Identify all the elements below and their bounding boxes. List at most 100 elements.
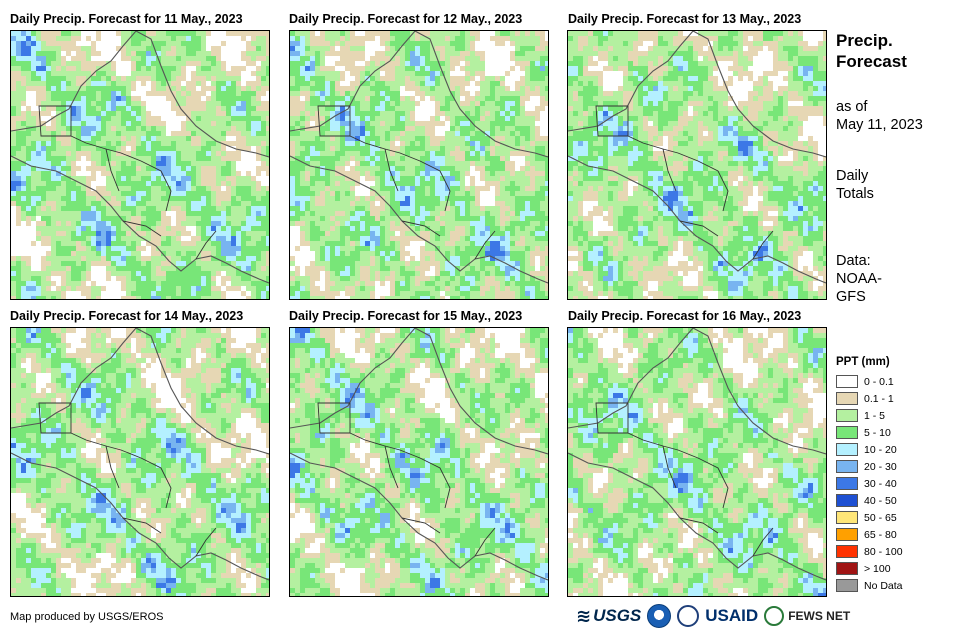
precip-cell — [121, 126, 126, 131]
precip-cell — [71, 71, 76, 76]
precip-cell — [530, 136, 535, 141]
precip-cell — [111, 196, 116, 201]
precip-cell — [455, 116, 460, 121]
precip-cell — [320, 221, 325, 226]
precip-cell — [81, 236, 86, 241]
precip-cell — [420, 186, 425, 191]
precip-cell — [320, 201, 325, 206]
precip-cell — [236, 216, 241, 221]
precip-cell — [315, 86, 320, 91]
precip-cell — [530, 176, 535, 181]
precip-cell — [525, 71, 530, 76]
precip-cell — [515, 211, 520, 216]
precip-cell — [470, 46, 475, 51]
precip-cell — [266, 236, 269, 241]
precip-cell — [76, 61, 81, 66]
precip-cell — [345, 51, 350, 56]
precip-cell — [31, 256, 36, 261]
forecast-map-1[interactable] — [10, 30, 270, 300]
precip-cell — [46, 266, 51, 271]
precip-cell — [385, 206, 390, 211]
precip-cell — [256, 66, 261, 71]
precip-cell — [415, 236, 420, 241]
precip-cell — [26, 51, 31, 56]
precip-cell — [460, 226, 465, 231]
precip-cell — [186, 126, 191, 131]
precip-cell — [116, 106, 121, 111]
precip-cell — [136, 231, 141, 236]
precip-cell — [176, 56, 181, 61]
precip-cell — [410, 116, 415, 121]
precip-cell — [136, 251, 141, 256]
precip-cell — [36, 91, 41, 96]
precip-cell — [256, 261, 261, 266]
precip-cell — [111, 116, 116, 121]
precip-cell — [355, 116, 360, 121]
precip-cell — [445, 191, 450, 196]
precip-cell — [385, 71, 390, 76]
precip-cell — [460, 36, 465, 41]
precip-cell — [86, 121, 91, 126]
precip-cell — [71, 66, 76, 71]
precip-cell — [465, 151, 470, 156]
precip-cell — [231, 151, 236, 156]
precip-cell — [96, 91, 101, 96]
precip-cell — [161, 251, 166, 256]
precip-cell — [226, 206, 231, 211]
precip-cell — [405, 61, 410, 66]
precip-cell — [136, 271, 141, 276]
precip-cell — [535, 126, 540, 131]
precip-cell — [385, 126, 390, 131]
precip-cell — [460, 206, 465, 211]
precip-cell — [21, 271, 26, 276]
precip-cell — [231, 261, 236, 266]
precip-cell — [266, 36, 269, 41]
precip-cell — [31, 216, 36, 221]
precip-cell — [435, 236, 440, 241]
precip-cell — [76, 231, 81, 236]
precip-cell — [440, 111, 445, 116]
precip-cell — [415, 216, 420, 221]
precip-cell — [485, 156, 490, 161]
precip-cell — [221, 186, 226, 191]
precip-cell — [475, 76, 480, 81]
precip-cell — [11, 151, 16, 156]
precip-cell — [146, 151, 151, 156]
precip-cell — [16, 101, 21, 106]
precip-cell — [305, 221, 310, 226]
precip-cell — [410, 126, 415, 131]
precip-cell — [136, 81, 141, 86]
precip-cell — [465, 131, 470, 136]
precip-cell — [335, 116, 340, 121]
precip-cell — [76, 51, 81, 56]
precip-cell — [216, 191, 221, 196]
precip-cell — [96, 76, 101, 81]
precip-cell — [400, 36, 405, 41]
precip-cell — [315, 186, 320, 191]
precip-cell — [390, 106, 395, 111]
precip-cell — [106, 206, 111, 211]
precip-cell — [340, 226, 345, 231]
forecast-map-2[interactable] — [289, 30, 549, 300]
precip-cell — [86, 51, 91, 56]
precip-cell — [490, 176, 495, 181]
precip-cell — [11, 266, 16, 271]
precip-cell — [51, 266, 56, 271]
precip-cell — [440, 56, 445, 61]
precip-cell — [455, 206, 460, 211]
precip-cell — [76, 296, 81, 299]
precip-cell — [131, 231, 136, 236]
precip-cell — [106, 141, 111, 146]
precip-cell — [360, 131, 365, 136]
precip-cell — [51, 71, 56, 76]
precip-cell — [206, 151, 211, 156]
precip-cell — [101, 271, 106, 276]
precip-cell — [236, 226, 241, 231]
precip-cell — [56, 221, 61, 226]
precip-cell — [430, 181, 435, 186]
precip-cell — [116, 266, 121, 271]
precip-cell — [41, 271, 46, 276]
precip-cell — [21, 151, 26, 156]
precip-cell — [450, 136, 455, 141]
precip-cell — [91, 166, 96, 171]
